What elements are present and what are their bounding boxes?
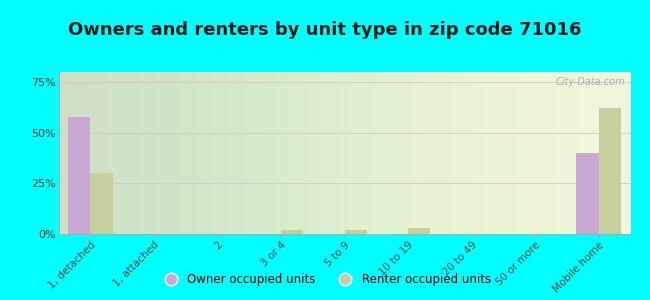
Bar	[408, 228, 430, 234]
Bar	[68, 116, 90, 234]
Bar	[577, 153, 599, 234]
Text: Owners and renters by unit type in zip code 71016: Owners and renters by unit type in zip c…	[68, 21, 582, 39]
Bar	[599, 108, 621, 234]
Text: City-Data.com: City-Data.com	[555, 77, 625, 87]
Bar	[281, 230, 303, 234]
Bar	[344, 230, 367, 234]
Legend: Owner occupied units, Renter occupied units: Owner occupied units, Renter occupied un…	[154, 269, 496, 291]
Bar	[90, 173, 112, 234]
